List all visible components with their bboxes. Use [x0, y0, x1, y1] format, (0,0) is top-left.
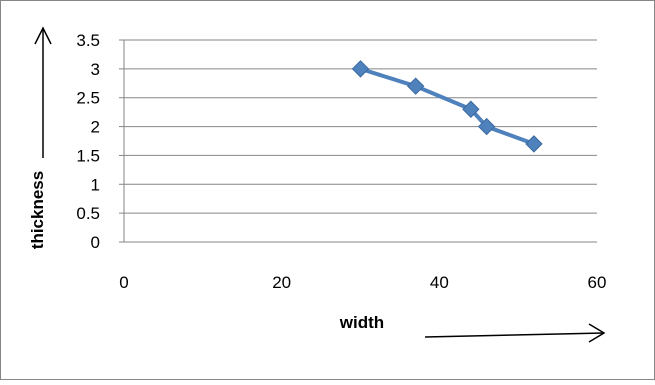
x-tick-label: 40 — [430, 273, 449, 292]
y-tick-label: 3.5 — [76, 31, 100, 50]
data-point — [477, 117, 496, 136]
y-axis-title: thickness — [28, 171, 47, 249]
axes — [119, 39, 597, 243]
x-tick-label: 60 — [588, 273, 607, 292]
x-tick-label: 20 — [272, 273, 291, 292]
y-tick-labels: 0 0.5 1 1.5 2 2.5 3 3.5 — [76, 31, 100, 252]
y-arrow-icon — [34, 26, 52, 158]
y-tick-label: 3 — [91, 60, 100, 79]
y-tick-label: 2 — [91, 118, 100, 137]
data-point — [462, 100, 480, 118]
series-group — [351, 60, 543, 153]
x-tick-label: 0 — [119, 273, 128, 292]
y-tick-label: 0 — [91, 233, 100, 252]
y-tick-label: 1 — [91, 175, 100, 194]
x-tick-labels: 0 20 40 60 — [119, 273, 606, 292]
y-tick-label: 2.5 — [76, 89, 100, 108]
data-point — [351, 60, 370, 78]
data-point — [406, 77, 425, 95]
data-point — [525, 135, 543, 153]
x-axis-title: width — [339, 313, 384, 332]
y-tick-label: 1.5 — [76, 146, 100, 165]
x-arrow-icon — [424, 323, 606, 343]
y-tick-label: 0.5 — [76, 204, 100, 223]
